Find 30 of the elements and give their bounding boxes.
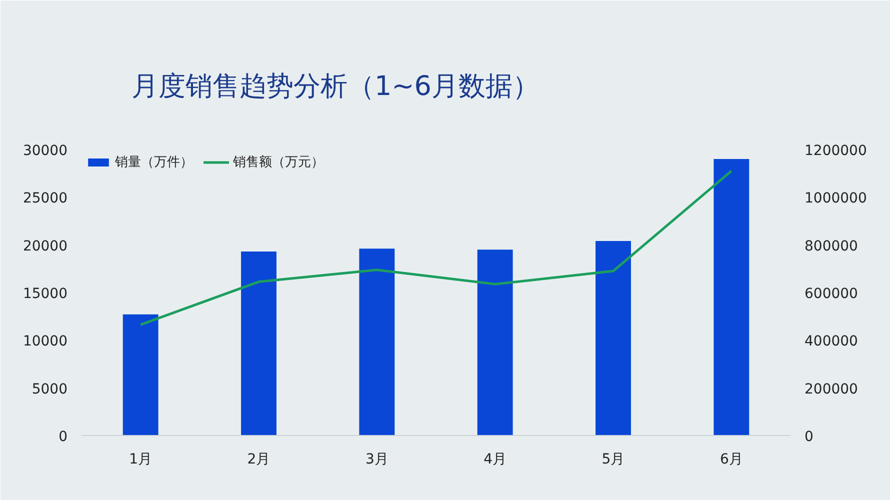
y2-tick-label: 600000 [804, 286, 858, 302]
line-series [139, 170, 733, 326]
x-tick-label: 5月 [602, 452, 625, 468]
bar [359, 248, 395, 436]
y2-tick-label: 1200000 [804, 143, 867, 159]
x-tick-label: 1月 [129, 452, 152, 468]
y-tick-label: 15000 [22, 286, 68, 302]
x-tick-label: 4月 [484, 452, 507, 468]
legend-label: 销售额（万元） [233, 154, 324, 171]
y-tick-label: 10000 [22, 334, 68, 350]
y2-tick-label: 400000 [804, 334, 858, 350]
y2-tick-label: 0 [804, 429, 814, 445]
y-tick-label: 30000 [22, 143, 68, 159]
y2-tick-label: 200000 [804, 381, 858, 398]
y-tick-label: 0 [58, 429, 68, 445]
y2-tick-label: 800000 [804, 238, 858, 254]
bar [596, 241, 631, 436]
bar [714, 159, 750, 436]
y2-tick-label: 1000000 [804, 190, 867, 207]
bar [122, 314, 158, 436]
legend-label: 销量（万件） [115, 154, 193, 171]
y-tick-label: 5000 [32, 381, 68, 398]
chart-title: 月度销售趋势分析（1~6月数据） [132, 71, 540, 102]
y-tick-label: 20000 [22, 238, 68, 254]
x-tick-label: 6月 [720, 452, 743, 468]
bar [241, 252, 276, 436]
y-tick-label: 25000 [22, 190, 68, 207]
bar [477, 250, 513, 436]
x-tick-label: 2月 [247, 452, 270, 468]
x-tick-label: 3月 [365, 452, 388, 468]
